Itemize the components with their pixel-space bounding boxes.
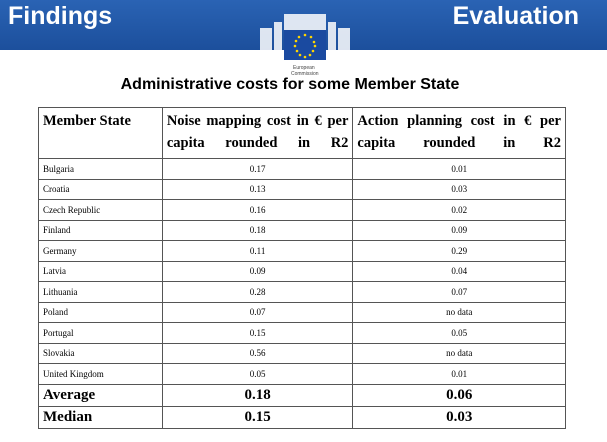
- table-row: Portugal 0.15 0.05: [38, 322, 566, 344]
- cell-name: Portugal: [38, 322, 163, 344]
- cell-value: 0.15: [161, 405, 354, 429]
- cell-name: Poland: [38, 301, 163, 323]
- cell-value: 0.06: [352, 383, 566, 407]
- cell-value: 0.29: [352, 240, 566, 262]
- cell-value: 0.05: [352, 322, 566, 344]
- table-row: Median 0.15 0.03: [38, 405, 566, 429]
- column-header: Noise mapping cost in € per capita round…: [161, 107, 354, 159]
- column-header: Member State: [38, 107, 163, 159]
- cell-value: 0.56: [161, 342, 354, 364]
- cell-name: Croatia: [38, 178, 163, 200]
- cell-value: 0.03: [352, 405, 566, 429]
- column-header: Action planning cost in € per capita rou…: [352, 107, 566, 159]
- cell-name: Average: [38, 383, 163, 407]
- cell-value: no data: [352, 342, 566, 364]
- cell-value: 0.01: [352, 158, 566, 180]
- slide-title: Administrative costs for some Member Sta…: [120, 76, 460, 93]
- cell-name: Finland: [38, 219, 163, 241]
- table-row: Average 0.18 0.06: [38, 383, 566, 407]
- table-row: Germany 0.11 0.29: [38, 240, 566, 262]
- table-row: Bulgaria 0.17 0.01: [38, 158, 566, 180]
- cell-value: 0.09: [352, 219, 566, 241]
- cell-value: no data: [352, 301, 566, 323]
- header-right: Evaluation: [452, 2, 579, 30]
- cell-value: 0.15: [161, 322, 354, 344]
- cell-name: Slovakia: [38, 342, 163, 364]
- eu-logo: European Commission: [260, 14, 350, 77]
- table-row: Croatia 0.13 0.03: [38, 178, 566, 200]
- cell-value: 0.03: [352, 178, 566, 200]
- table-row: Latvia 0.09 0.04: [38, 260, 566, 282]
- cell-value: 0.07: [352, 281, 566, 303]
- table-row: Czech Republic 0.16 0.02: [38, 199, 566, 221]
- cell-value: 0.02: [352, 199, 566, 221]
- logo-text: European: [293, 65, 315, 71]
- cell-value: 0.05: [161, 363, 354, 385]
- header-row: Member State Noise mapping cost in € per…: [38, 107, 566, 159]
- table-row: Poland 0.07 no data: [38, 301, 566, 323]
- cell-value: 0.13: [161, 178, 354, 200]
- logo-text: Commission: [291, 71, 319, 77]
- cell-value: 0.18: [161, 219, 354, 241]
- cell-value: 0.01: [352, 363, 566, 385]
- cell-name: Lithuania: [38, 281, 163, 303]
- cell-value: 0.18: [161, 383, 354, 407]
- cell-name: Median: [38, 405, 163, 429]
- table-row: Lithuania 0.28 0.07: [38, 281, 566, 303]
- cell-value: 0.04: [352, 260, 566, 282]
- header-left: Findings: [8, 2, 113, 30]
- cell-name: United Kingdom: [38, 363, 163, 385]
- cell-name: Germany: [38, 240, 163, 262]
- cell-value: 0.09: [161, 260, 354, 282]
- cell-value: 0.28: [161, 281, 354, 303]
- table-row: United Kingdom 0.05 0.01: [38, 363, 566, 385]
- cell-name: Bulgaria: [38, 158, 163, 180]
- cell-value: 0.11: [161, 240, 354, 262]
- cell-value: 0.17: [161, 158, 354, 180]
- cell-name: Czech Republic: [38, 199, 163, 221]
- cost-table: Member State Noise mapping cost in € per…: [38, 107, 566, 429]
- cell-value: 0.16: [161, 199, 354, 221]
- cell-value: 0.07: [161, 301, 354, 323]
- table-row: Slovakia 0.56 no data: [38, 342, 566, 364]
- cell-name: Latvia: [38, 260, 163, 282]
- table-row: Finland 0.18 0.09: [38, 219, 566, 241]
